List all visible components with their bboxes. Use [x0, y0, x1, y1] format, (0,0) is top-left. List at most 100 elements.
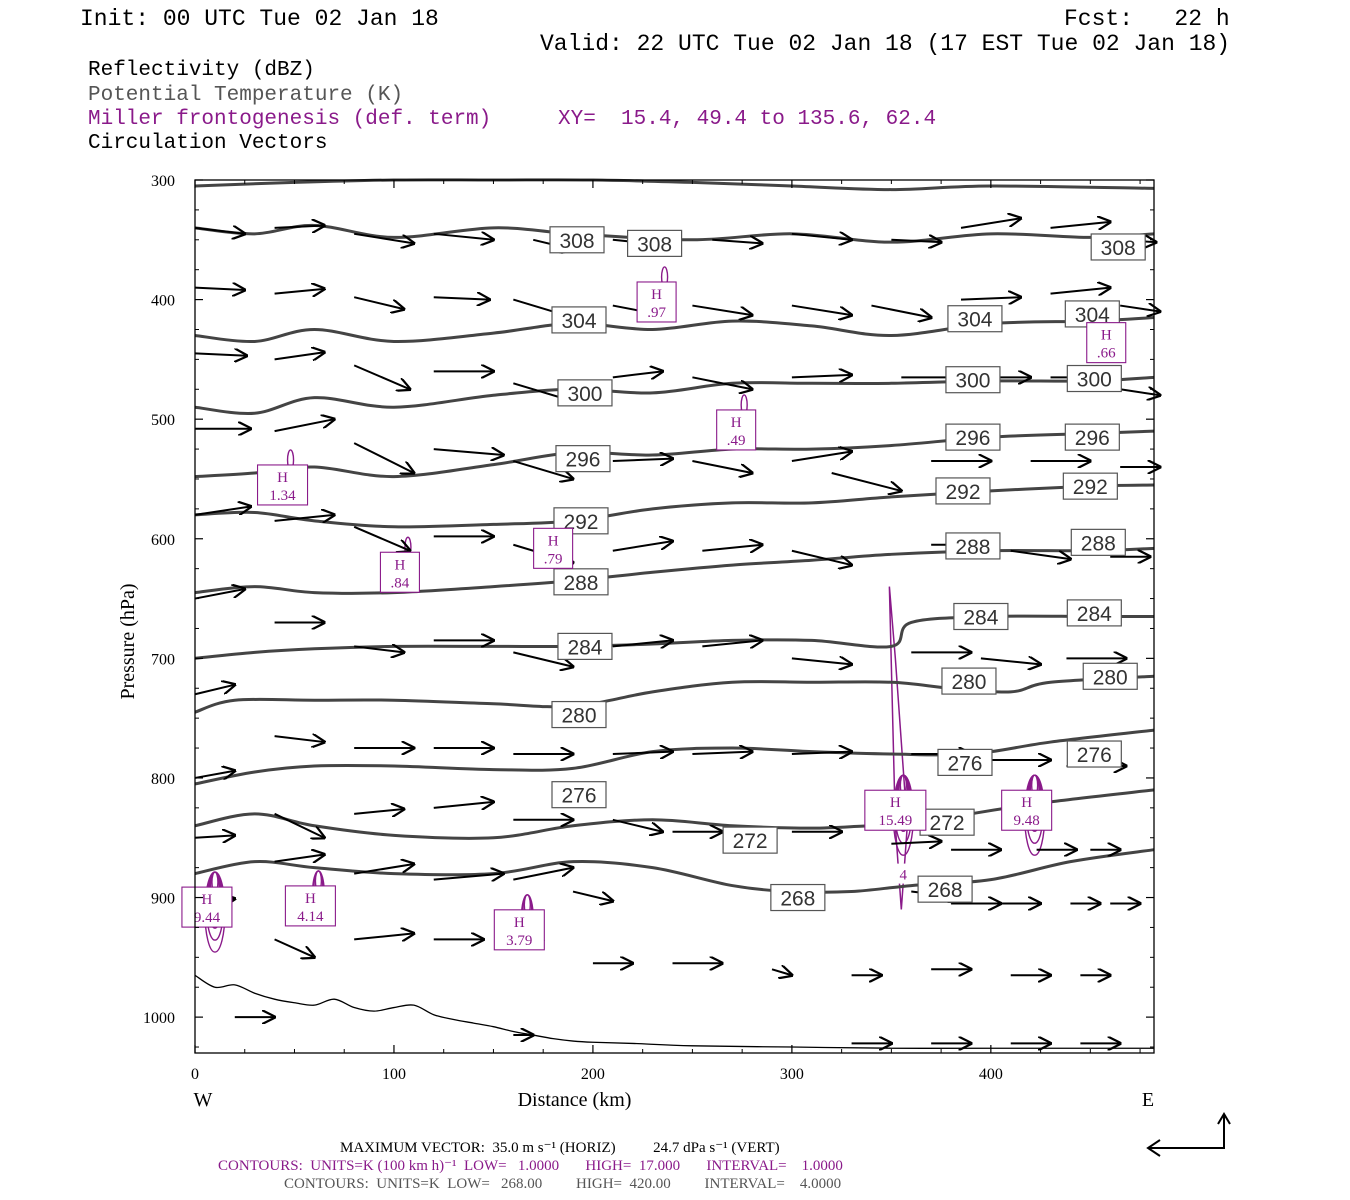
circulation-vector	[353, 364, 410, 389]
frontogenesis-max-label: H 9.48	[1001, 789, 1053, 831]
y-tick-label: 600	[151, 532, 175, 549]
circulation-vector	[354, 809, 404, 814]
theta-contour	[194, 483, 1155, 529]
frontogenesis-max-label: H 3.79	[493, 909, 545, 951]
circulation-vector	[194, 506, 251, 516]
circulation-vector	[513, 868, 573, 881]
theta-label: 292	[935, 477, 991, 505]
circulation-vector	[612, 459, 673, 461]
theta-label: 272	[722, 826, 778, 854]
circulation-vector	[791, 451, 852, 463]
svg-text:H: H	[548, 533, 559, 549]
theta-label: 280	[941, 667, 997, 695]
circulation-vector	[433, 449, 504, 455]
x-tick-label: 200	[581, 1066, 605, 1083]
svg-text:296: 296	[955, 427, 990, 450]
svg-text:H: H	[1101, 328, 1112, 344]
theta-contour	[194, 614, 1154, 660]
circulation-vector	[771, 969, 792, 975]
theta-label: 296	[555, 445, 611, 473]
svg-text:300: 300	[567, 383, 602, 406]
circulation-vector	[354, 864, 414, 875]
svg-text:300: 300	[1077, 369, 1112, 392]
svg-text:H: H	[277, 470, 288, 486]
theta-label: 288	[553, 568, 609, 596]
svg-text:H: H	[890, 795, 901, 811]
legend-miller: Miller frontogenesis (def. term)	[88, 108, 492, 131]
theta-label: 304	[551, 306, 607, 334]
svg-text:H: H	[731, 415, 742, 431]
circulation-vector	[1120, 306, 1160, 312]
svg-text:304: 304	[957, 309, 992, 332]
theta-label: 296	[945, 423, 1001, 451]
svg-text:H: H	[202, 892, 213, 908]
svg-text:284: 284	[963, 607, 998, 630]
frontogenesis-contour	[888, 586, 909, 910]
west-label: W	[194, 1089, 213, 1111]
circulation-vector	[354, 646, 404, 652]
svg-text:308: 308	[559, 230, 594, 253]
circulation-vector	[692, 752, 752, 754]
svg-text:288: 288	[955, 536, 990, 559]
circulation-vector	[871, 304, 931, 318]
theta-label: 280	[551, 700, 607, 729]
circulation-vector	[353, 296, 404, 309]
frontogenesis-max-label: H 15.49	[864, 789, 927, 831]
theta-label: 292	[1062, 472, 1118, 500]
circulation-vector	[791, 375, 852, 377]
circulation-vector	[354, 232, 414, 244]
theta-label: 300	[1066, 364, 1122, 393]
circulation-vector	[891, 841, 941, 843]
svg-text:276: 276	[1077, 744, 1112, 767]
circulation-vector	[692, 304, 752, 316]
circulation-vector	[433, 802, 494, 808]
svg-text:.97: .97	[647, 305, 666, 321]
svg-text:292: 292	[1073, 476, 1108, 499]
plot-frame	[194, 179, 1155, 1054]
circulation-vector	[194, 228, 245, 234]
svg-text:308: 308	[1101, 237, 1136, 260]
theta-contour	[194, 728, 1155, 786]
theta-contour	[194, 178, 1155, 192]
circulation-vector	[433, 234, 494, 240]
theta-label: 300	[945, 366, 1001, 394]
svg-text:304: 304	[1075, 304, 1110, 327]
x-tick-label: 0	[191, 1066, 199, 1083]
circulation-vector	[831, 472, 902, 491]
circulation-vector	[513, 460, 573, 479]
legend-vectors: Circulation Vectors	[88, 132, 328, 155]
y-tick-label: 800	[151, 771, 175, 788]
circulation-vector	[274, 812, 325, 838]
frontogenesis-minor-label: 4	[896, 863, 911, 884]
circulation-vector	[1010, 549, 1071, 559]
theta-label: 280	[1082, 662, 1138, 690]
x-axis-label: Distance (km)	[518, 1089, 632, 1111]
terrain-line	[194, 974, 1154, 1049]
legend-reflectivity: Reflectivity (dBZ)	[88, 59, 315, 82]
circulation-vector	[612, 640, 673, 646]
frontogenesis-max-label: H .84	[379, 551, 420, 593]
east-label: E	[1142, 1089, 1154, 1111]
circulation-vector	[274, 854, 325, 861]
footer-contours-theta: CONTOURS: UNITS=K LOW= 268.00 HIGH= 420.…	[284, 1176, 842, 1192]
circulation-vector	[433, 874, 504, 880]
svg-text:.66: .66	[1097, 346, 1116, 362]
svg-text:H: H	[395, 557, 406, 573]
svg-text:268: 268	[928, 879, 963, 902]
theta-label: 308	[1090, 233, 1146, 261]
circulation-vector	[791, 658, 852, 664]
x-tick-label: 400	[979, 1066, 1003, 1083]
circulation-vector	[274, 289, 325, 294]
circulation-vector	[274, 938, 315, 957]
circulation-vector	[702, 640, 762, 646]
frontogenesis-max-label: H .66	[1086, 322, 1127, 364]
svg-text:304: 304	[561, 310, 596, 333]
y-tick-label: 700	[151, 651, 175, 668]
svg-text:268: 268	[780, 888, 815, 911]
circulation-vector	[791, 549, 852, 565]
circulation-vector	[194, 353, 247, 355]
svg-text:284: 284	[567, 636, 602, 659]
theta-label: 308	[549, 226, 605, 254]
theta-label: 272	[919, 808, 975, 836]
